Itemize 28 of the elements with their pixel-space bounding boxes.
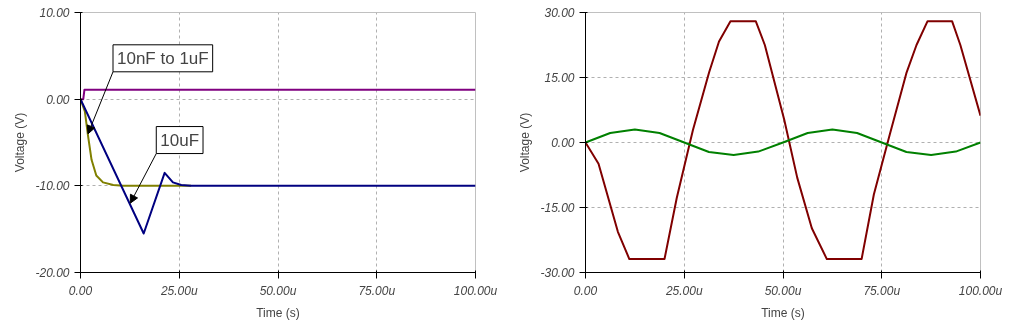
x-tick-label: 0.00 [573,283,598,298]
x-tick-label: 75.00u [358,283,396,298]
y-tick-label: 0.00 [46,92,70,107]
y-tick-label: -30.00 [540,266,575,280]
annotation: 10uF [160,130,200,150]
x-axis-title: Time (s) [256,305,300,320]
y-axis-title: Voltage (V) [13,112,28,173]
x-tick-label: 100.00u [453,283,498,298]
line-series [585,128,981,157]
x-tick-label: 25.00u [664,283,703,298]
x-tick-label: 50.00u [259,283,297,298]
y-tick-label: -20.00 [35,266,70,280]
y-tick-label: -15.00 [540,201,575,215]
y-tick-label: 10.00 [39,6,70,20]
annotation: 10nF to 1uF [117,48,209,68]
line-series [80,98,476,235]
y-tick-label: 0.00 [551,136,575,150]
y-tick-label: 30.00 [544,6,575,20]
x-tick-label: 25.00u [159,283,198,298]
line-series [585,20,981,261]
x-axis-title: Time (s) [761,305,805,320]
x-tick-label: 100.00u [958,283,1003,298]
y-tick-label: 15.00 [544,71,575,85]
x-tick-label: 0.00 [68,283,93,298]
y-axis-title: Voltage (V) [518,112,533,173]
y-tick-label: -10.00 [35,179,70,194]
x-tick-label: 75.00u [863,283,901,298]
x-tick-label: 50.00u [764,283,802,298]
